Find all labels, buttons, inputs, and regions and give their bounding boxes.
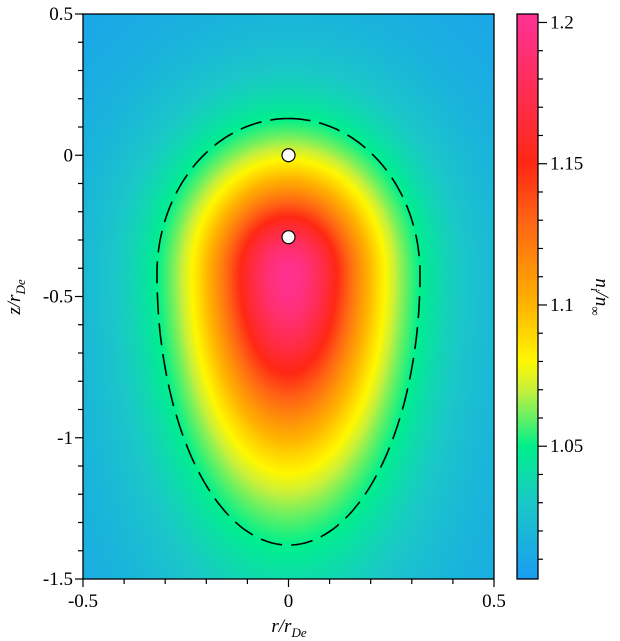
x-tick-label: 0 — [284, 591, 294, 612]
marker-point — [281, 148, 296, 163]
marker-point — [281, 230, 296, 245]
contour-path — [156, 117, 421, 546]
y-tick-label: -1.5 — [43, 569, 73, 590]
y-axis-label: z/rDe — [4, 279, 28, 315]
y-tick-label: -1 — [57, 428, 73, 449]
colorbar-tick-label: 1.05 — [550, 436, 583, 457]
colorbar-gradient — [517, 14, 538, 579]
tick-labels: -0.5 0 0.5 0.5 0 -0.5 -1 -1.5 1.2 1.15 1.1 1.05 — [43, 4, 583, 612]
y-tick-label: 0 — [64, 145, 74, 166]
colorbar-frame — [516, 13, 539, 580]
y-tick-label: -0.5 — [43, 287, 73, 308]
contour-line — [156, 117, 421, 546]
y-tick-label: 0.5 — [49, 4, 73, 25]
heatmap-image — [83, 14, 494, 579]
colorbar-tick-label: 1.15 — [550, 154, 583, 175]
x-tick-label: -0.5 — [68, 591, 98, 612]
x-axis-label: r/rDe — [271, 616, 306, 640]
plot-frame — [82, 13, 495, 580]
axis-ticks — [75, 13, 547, 587]
colorbar-tick-label: 1.2 — [550, 12, 574, 33]
x-tick-label: 0.5 — [482, 591, 506, 612]
markers — [281, 148, 296, 245]
colorbar-tick-label: 1.1 — [550, 295, 574, 316]
colorbar-label: ni/n∞ — [588, 278, 612, 315]
